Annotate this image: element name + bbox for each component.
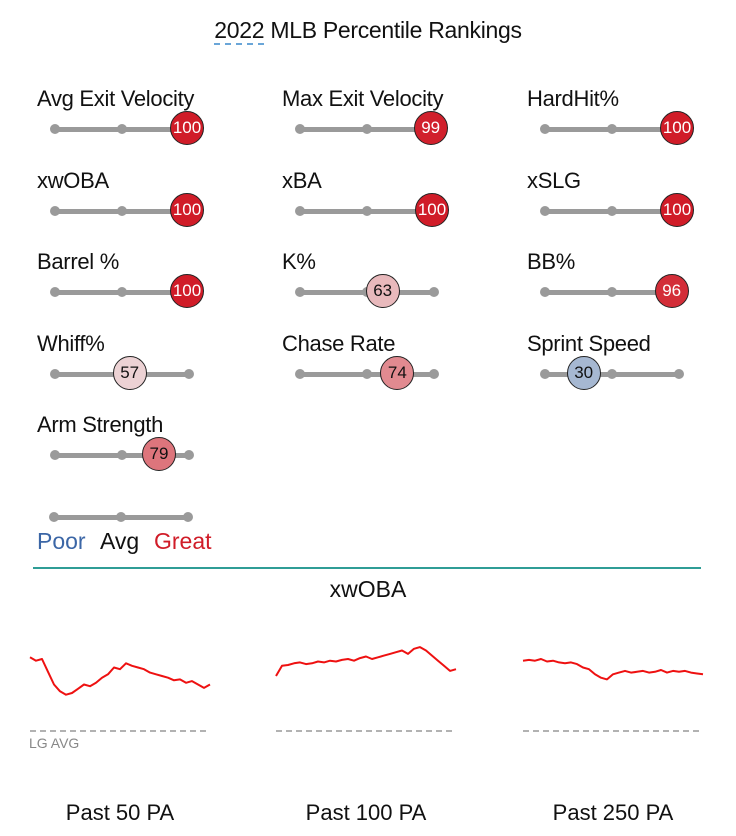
metric-percentile-bubble: 99 xyxy=(413,111,448,145)
metric-percentile-bubble: 100 xyxy=(660,193,694,227)
metric-track-dot xyxy=(295,206,305,216)
metric-percentile-bubble: 96 xyxy=(654,274,689,308)
metric-track-dot xyxy=(540,206,550,216)
metric-track-dot xyxy=(540,369,550,379)
metric-label: BB% xyxy=(527,249,576,274)
metric-label: xSLG xyxy=(527,168,581,193)
metric-track-dot xyxy=(50,450,60,460)
metric-xba: xBA 100 xyxy=(282,168,502,238)
metric-percentile-bubble: 79 xyxy=(142,437,176,471)
xwoba-line-3 xyxy=(522,658,704,681)
metric-xslg: xSLG 100 xyxy=(527,168,736,238)
title-rest: MLB Percentile Rankings xyxy=(264,17,522,43)
metric-track-dot xyxy=(50,124,60,134)
metric-label: Chase Rate xyxy=(282,331,396,356)
metric-track-dot xyxy=(362,124,372,134)
metric-track-dot xyxy=(50,206,60,216)
metric-chase-rate: Chase Rate 74 xyxy=(282,331,502,401)
metric-track-dot xyxy=(362,206,372,216)
legend-avg: Avg xyxy=(100,528,140,554)
title-year: 2022 xyxy=(214,17,265,45)
metric-track-dot xyxy=(184,450,194,460)
metric-track-dot xyxy=(184,369,194,379)
metric-track-dot xyxy=(362,369,372,379)
metric-track-dot xyxy=(117,450,127,460)
pa-label: Past 100 PA xyxy=(305,800,427,825)
metric-avg-exit-velocity: Avg Exit Velocity 100 xyxy=(37,86,257,156)
metric-track-dot xyxy=(674,369,684,379)
metric-percentile-bubble: 74 xyxy=(380,356,415,390)
metric-percentile-bubble: 100 xyxy=(170,111,204,145)
metric-track-dot xyxy=(117,124,127,134)
metric-percentile-bubble: 57 xyxy=(112,356,147,390)
metric-track-dot xyxy=(117,206,127,216)
metric-barrel: Barrel % 100 xyxy=(37,249,257,319)
metric-track-dot xyxy=(607,287,617,297)
metric-percentile-bubble: 63 xyxy=(365,274,400,308)
metric-label: Arm Strength xyxy=(37,412,164,437)
xwoba-line-2 xyxy=(275,646,457,677)
metric-k: K% 63 xyxy=(282,249,502,319)
metric-label: K% xyxy=(282,249,316,274)
metric-label: Max Exit Velocity xyxy=(282,86,444,111)
metric-track-dot xyxy=(50,287,60,297)
pa-label: Past 250 PA xyxy=(552,800,674,825)
metric-percentile-bubble: 100 xyxy=(415,193,449,227)
section-divider xyxy=(33,567,701,569)
xwoba-line-1 xyxy=(29,656,211,696)
legend-dot-left xyxy=(49,512,59,522)
metric-track-dot xyxy=(295,369,305,379)
metric-track-dot xyxy=(295,124,305,134)
metric-track-dot xyxy=(540,287,550,297)
legend-dot-right xyxy=(183,512,193,522)
metric-percentile-bubble: 100 xyxy=(170,274,204,308)
metric-track-dot xyxy=(117,287,127,297)
metric-percentile-bubble: 100 xyxy=(660,111,694,145)
metric-track-dot xyxy=(429,369,439,379)
metric-label: Avg Exit Velocity xyxy=(37,86,195,111)
lg-avg-label: LG AVG xyxy=(29,735,79,751)
metric-max-exit-velocity: Max Exit Velocity 99 xyxy=(282,86,502,156)
metric-track-dot xyxy=(429,287,439,297)
metric-track-dot xyxy=(607,369,617,379)
metric-percentile-bubble: 100 xyxy=(170,193,204,227)
metric-label: Barrel % xyxy=(37,249,119,274)
xwoba-title: xwOBA xyxy=(329,576,407,602)
metric-label: xBA xyxy=(282,168,322,193)
pa-label: Past 50 PA xyxy=(65,800,175,825)
metric-xwoba: xwOBA 100 xyxy=(37,168,257,238)
metric-track-dot xyxy=(607,206,617,216)
metric-label: Sprint Speed xyxy=(527,331,651,356)
metric-percentile-bubble: 30 xyxy=(566,356,601,390)
xwoba-rolling-charts: LG AVG xyxy=(29,646,704,751)
metric-label: Whiff% xyxy=(37,331,105,356)
metric-label: xwOBA xyxy=(37,168,109,193)
metric-track-dot xyxy=(607,124,617,134)
metric-bb: BB% 96 xyxy=(527,249,736,319)
metric-label: HardHit% xyxy=(527,86,619,111)
page-title: 2022 MLB Percentile Rankings xyxy=(0,17,736,45)
metric-track-dot xyxy=(50,369,60,379)
metric-whiff: Whiff% 57 xyxy=(37,331,257,401)
legend-dot-mid xyxy=(116,512,126,522)
legend-poor: Poor xyxy=(37,528,86,554)
legend-great: Great xyxy=(154,528,212,554)
metric-track-dot xyxy=(540,124,550,134)
metric-track-dot xyxy=(295,287,305,297)
metric-sprint-speed: Sprint Speed 30 xyxy=(527,331,736,401)
metric-arm-strength: Arm Strength 79 xyxy=(37,412,257,482)
metric-hardhit: HardHit% 100 xyxy=(527,86,736,156)
